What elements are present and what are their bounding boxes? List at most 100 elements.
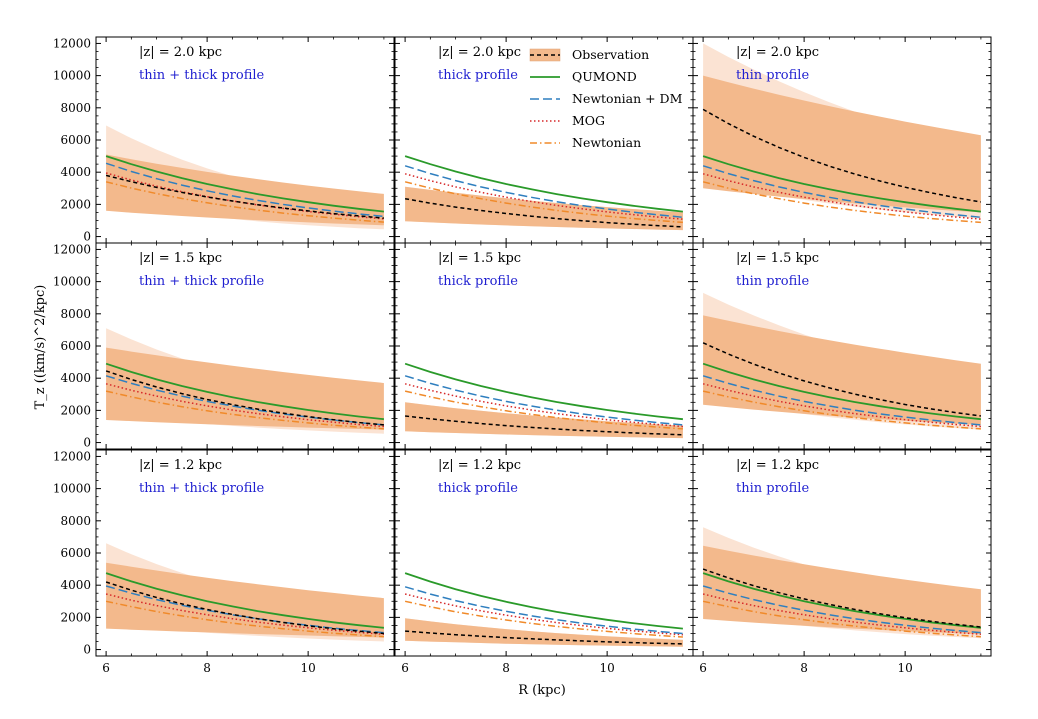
z-label: |z| = 2.0 kpc	[438, 45, 521, 60]
mog-line	[105, 593, 384, 636]
z-label: |z| = 1.2 kpc	[438, 458, 521, 473]
qumond-line	[404, 155, 683, 213]
observation-line	[105, 174, 384, 219]
newtonian-dm-line	[702, 375, 981, 426]
newtonian-dm-line	[105, 375, 384, 426]
panel-2-3: |z| = 1.5 kpc thin profile	[692, 242, 992, 450]
plot-area	[702, 527, 981, 639]
newtonian-dm-line	[702, 165, 981, 219]
plot-area	[404, 362, 683, 439]
y-tick-label: 4000	[60, 165, 91, 179]
legend-item: Newtonian + DM	[530, 91, 683, 106]
newtonian-dm-line	[702, 585, 981, 634]
x-tick-label: 6	[401, 661, 409, 675]
observation-line	[105, 370, 384, 426]
newtonian-line	[404, 600, 683, 638]
panel-3-2: 6 8 10 |z| = 1.2 kpc thick profile	[394, 449, 694, 675]
y-tick-label: 6000	[60, 339, 91, 353]
observation-band-inner	[405, 618, 683, 647]
newtonian-line	[702, 600, 981, 638]
x-tick-label: 10	[599, 661, 614, 675]
legend-item: Observation	[529, 47, 649, 62]
y-tick-label: 2000	[60, 610, 91, 624]
y-tick-label: 8000	[60, 514, 91, 528]
observation-band-inner	[106, 347, 384, 430]
x-tick-label: 10	[300, 661, 315, 675]
qumond-line	[702, 572, 981, 629]
newtonian-line	[702, 390, 981, 430]
panel-1-1: 0 2000 4000 6000 8000 10000 12000 |z| = 2.0 kpc…	[53, 36, 395, 244]
qumond-line	[105, 155, 384, 213]
legend: Observation QUMOND Newtonian + DM MOG Newton…	[529, 47, 683, 150]
profile-label: thin profile	[736, 68, 809, 83]
z-label: |z| = 1.5 kpc	[736, 251, 819, 266]
y-tick-label: 0	[83, 643, 91, 657]
panel-2-2: |z| = 1.5 kpc thick profile	[394, 242, 694, 450]
z-label: |z| = 2.0 kpc	[139, 45, 222, 60]
z-label: |z| = 1.5 kpc	[438, 251, 521, 266]
profile-label: thin profile	[736, 481, 809, 496]
y-tick-label: 2000	[60, 403, 91, 417]
qumond-line	[105, 572, 384, 629]
y-tick-label: 12000	[53, 449, 91, 463]
panel-3-3: 6 8 10 |z| = 1.2 kpc thin profile	[692, 449, 992, 675]
observation-line	[404, 197, 683, 228]
observation-band-inner	[703, 75, 981, 213]
x-tick-label: 8	[502, 661, 510, 675]
newtonian-dm-line	[105, 585, 384, 634]
legend-label: QUMOND	[572, 69, 637, 84]
panel-1-3: |z| = 2.0 kpc thin profile	[692, 36, 992, 244]
z-label: |z| = 2.0 kpc	[736, 45, 819, 60]
qumond-line	[404, 362, 683, 421]
observation-band-inner	[106, 154, 384, 226]
x-tick-label: 8	[203, 661, 211, 675]
observation-band-inner	[703, 315, 981, 425]
x-tick-label: 6	[102, 661, 110, 675]
y-tick-label: 12000	[53, 242, 91, 256]
y-tick-label: 0	[83, 436, 91, 450]
x-axis-label: R (kpc)	[518, 683, 566, 698]
panel-3-1: 0 2000 4000 6000 8000 10000 12000 6 8 10 |z| = 1.2…	[53, 449, 395, 675]
profile-label: thick profile	[438, 68, 518, 83]
y-tick-label: 10000	[53, 275, 91, 289]
y-tick-label: 6000	[60, 133, 91, 147]
observation-band-inner	[703, 545, 981, 635]
y-tick-label: 6000	[60, 546, 91, 560]
newtonian-dm-line	[404, 586, 683, 635]
newtonian-line	[105, 390, 384, 430]
y-tick-label: 4000	[60, 578, 91, 592]
x-tick-label: 6	[699, 661, 707, 675]
z-label: |z| = 1.5 kpc	[139, 251, 222, 266]
observation-line	[105, 581, 384, 635]
y-tick-label: 10000	[53, 482, 91, 496]
mog-line	[702, 593, 981, 636]
newtonian-dm-line	[404, 375, 683, 426]
qumond-line	[404, 572, 683, 630]
profile-label: thin + thick profile	[139, 274, 265, 289]
newtonian-dm-line	[404, 165, 683, 219]
y-tick-label: 8000	[60, 307, 91, 321]
newtonian-line	[105, 181, 384, 223]
newtonian-line	[404, 390, 683, 430]
plot-area	[105, 328, 384, 434]
profile-label: thin + thick profile	[139, 68, 265, 83]
plot-area	[702, 43, 982, 224]
legend-label: Newtonian	[572, 135, 641, 150]
newtonian-line	[105, 600, 384, 638]
observation-line	[405, 630, 683, 645]
plot-area	[702, 292, 981, 430]
y-tick-label: 0	[83, 230, 91, 244]
observation-line	[702, 342, 981, 417]
y-axis-label: T_z ((km/s)^2/kpc)	[33, 285, 48, 410]
y-tick-label: 4000	[60, 371, 91, 385]
x-tick-label: 8	[800, 661, 808, 675]
y-tick-label: 8000	[60, 101, 91, 115]
legend-item: Newtonian	[530, 135, 641, 150]
z-label: |z| = 1.2 kpc	[139, 458, 222, 473]
plot-area	[404, 572, 683, 647]
y-tick-label: 10000	[53, 69, 91, 83]
y-tick-label: 12000	[53, 36, 91, 50]
legend-item: MOG	[530, 113, 605, 128]
legend-label: Observation	[572, 47, 649, 62]
observation-line	[405, 415, 683, 436]
